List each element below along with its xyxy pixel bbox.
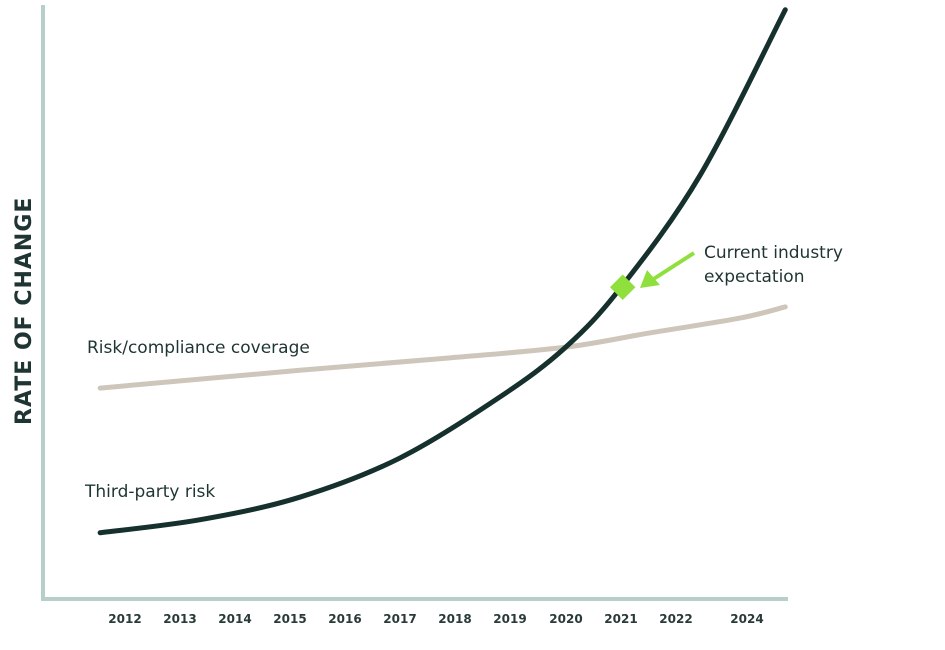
x-tick-label: 2015 <box>273 612 306 626</box>
annotation-text: expectation <box>704 267 804 287</box>
x-tick-label: 2022 <box>659 612 692 626</box>
series-line-third-party-risk <box>97 7 788 536</box>
x-tick-label: 2024 <box>730 612 763 626</box>
x-tick-label: 2021 <box>604 612 637 626</box>
y-axis-label: RATE OF CHANGE <box>12 197 37 425</box>
series-label-third-party: Third-party risk <box>84 482 215 502</box>
x-tick-label: 2018 <box>438 612 471 626</box>
arrow-head-icon <box>640 270 660 288</box>
x-tick-label: 2012 <box>108 612 141 626</box>
x-tick-label: 2014 <box>218 612 251 626</box>
x-tick-label: 2013 <box>163 612 196 626</box>
x-tick-label: 2019 <box>493 612 526 626</box>
arrow-shaft <box>650 251 696 282</box>
series-label-coverage: Risk/compliance coverage <box>87 338 310 358</box>
x-tick-label: 2017 <box>383 612 416 626</box>
annotation-text: Current industry <box>704 243 843 263</box>
x-tick-label: 2016 <box>328 612 361 626</box>
x-tick-label: 2020 <box>549 612 582 626</box>
series-line-coverage <box>97 304 788 391</box>
current-expectation-marker <box>609 274 636 300</box>
